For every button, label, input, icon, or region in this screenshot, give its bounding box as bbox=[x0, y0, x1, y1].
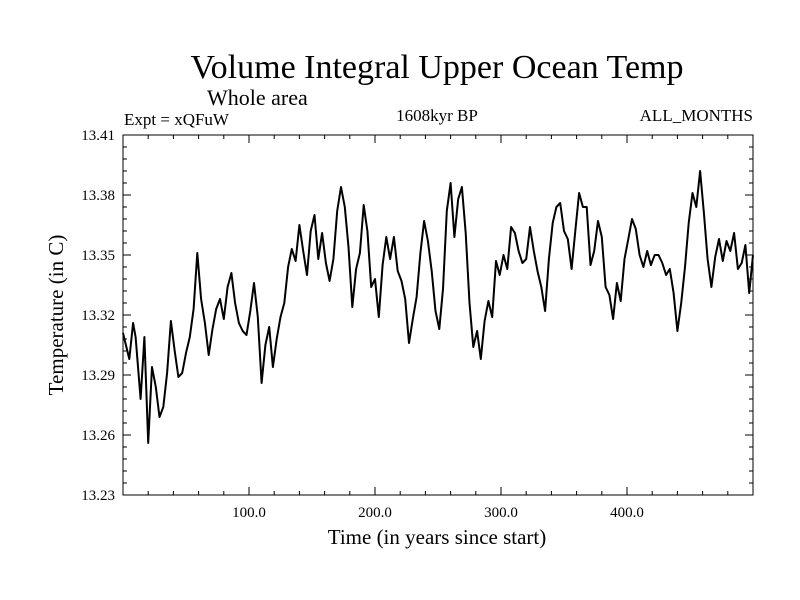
x-tick-label: 300.0 bbox=[484, 505, 518, 521]
y-tick-label: 13.26 bbox=[81, 428, 115, 444]
y-tick-label: 13.29 bbox=[81, 368, 115, 384]
months-label: ALL_MONTHS bbox=[640, 106, 753, 125]
y-tick-label: 13.23 bbox=[81, 488, 115, 504]
y-tick-label: 13.35 bbox=[81, 248, 115, 264]
x-tick-label: 100.0 bbox=[232, 505, 266, 521]
x-axis: 100.0 200.0 300.0 400.0 bbox=[147, 135, 729, 521]
y-axis-label: Temperature (in C) bbox=[44, 235, 68, 396]
y-tick-label: 13.41 bbox=[81, 128, 115, 144]
series-line-temperature bbox=[122, 170, 754, 444]
period-label: 1608kyr BP bbox=[396, 106, 478, 125]
experiment-label: Expt = xQFuW bbox=[124, 110, 230, 129]
chart-subtitle: Whole area bbox=[207, 85, 308, 110]
y-axis: 13.23 13.26 13.29 13.32 13.35 13.38 13.41 bbox=[81, 128, 753, 504]
x-axis-label: Time (in years since start) bbox=[328, 525, 547, 549]
plot-frame bbox=[122, 134, 754, 496]
x-tick-label: 400.0 bbox=[610, 505, 644, 521]
y-tick-label: 13.38 bbox=[81, 188, 115, 204]
x-tick-label: 200.0 bbox=[358, 505, 392, 521]
chart-title: Volume Integral Upper Ocean Temp bbox=[191, 49, 684, 86]
y-tick-label: 13.32 bbox=[81, 308, 115, 324]
